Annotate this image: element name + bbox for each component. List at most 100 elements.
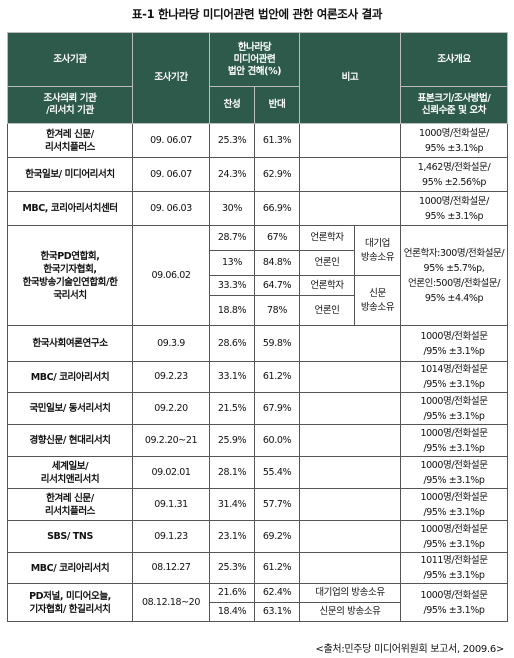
table-row: MBC/ 코리아리서치 08.12.27 25.3% 61.2% 1011명/전화설문 /… [7, 552, 508, 584]
summary-cell-line: /95% ±3.1%p [423, 506, 485, 518]
category-cell-line: 대기업 [364, 237, 391, 249]
summary-cell-line: 1000명/전화설문 [420, 589, 488, 601]
org-cell-line: MBC/ 코리아리서치 [30, 562, 110, 574]
note-cell [299, 456, 401, 489]
agree-cell: 33.3% [209, 275, 255, 296]
note-cell: 언론인 [299, 295, 355, 326]
summary-cell-line: /95% ±3.1%p [423, 345, 485, 357]
table-row: 한겨레 신문/리서치플러스 09.1.31 31.4% 57.7% 1000명/전화설문… [7, 488, 508, 521]
note-cell [299, 488, 401, 521]
summary-cell: 1014명/전화설문/95% ±3.1%p [400, 361, 508, 393]
header-row-2: 조사의뢰 기관 /리서치 기관 찬성 반대 표본크기/조사방법/ 신뢰수준 및 … [7, 86, 508, 124]
org-cell: 한국일보/ 미디어리서치 [7, 157, 133, 192]
agree-cell: 28.1% [209, 456, 255, 489]
agree-cell: 13% [209, 250, 255, 276]
table-row: 33.3% 64.7% 언론학자 신문 방송소유 [8, 275, 508, 326]
header-summary: 조사개요 [400, 32, 508, 87]
org-cell-line: 한국방송기술인연합회/한 [22, 276, 118, 288]
table-row: PD저널, 미디어오늘, 기자협회/ 한길리서치 08.12.18~20 21.6% 6… [7, 583, 508, 622]
org-cell-line: 세계일보/ [51, 460, 89, 472]
oppose-cell: 63.1% [254, 602, 300, 622]
summary-cell-line: 1000명/전화설문 [420, 427, 488, 439]
header-note: 비고 [299, 32, 401, 124]
survey-table: 조사기관 조사기간 한나라당 미디어관련 법안 견해(%) 비고 조사개요 조사… [7, 32, 508, 622]
table-row: MBC, 코리아리서치센터 09. 06.03 30% 66.9% 1000명/전화설문… [7, 191, 508, 226]
org-cell-line: 한국사회여론연구소 [32, 338, 108, 349]
oppose-cell: 60.0% [254, 424, 300, 457]
note-cell [299, 424, 401, 457]
table-row: 한국PD연합회, 한국기자협회, 한국방송기술인연합회/한 국리서치 09.06.02 2… [7, 225, 508, 326]
org-cell: 한국사회여론연구소 [7, 325, 133, 362]
header-agree: 찬성 [209, 86, 255, 124]
summary-cell: 1000명/전화설문/95% ±3.1%p [400, 191, 508, 226]
header-opinion-line2: 미디어관련 [233, 53, 276, 65]
org-cell-line: 국민일보/ 동서리서치 [29, 403, 111, 414]
note-cell [299, 191, 401, 226]
org-cell-line: 리서치플러스 [44, 141, 96, 153]
agree-cell: 21.5% [209, 392, 255, 425]
summary-cell: 1000명/전화설문/95% ±3.1%p [400, 424, 508, 457]
period-cell: 09.1.23 [132, 520, 210, 553]
summary-cell-line: 1000명/전화설문 [420, 491, 488, 503]
oppose-cell: 66.9% [254, 191, 300, 226]
agree-cell: 18.8% [209, 295, 255, 326]
period-cell: 09.02.01 [132, 456, 210, 489]
table-row: 18.4% 63.1% 신문의 방송소유 [8, 602, 508, 622]
oppose-cell: 62.9% [254, 157, 300, 192]
agree-cell: 31.4% [209, 488, 255, 521]
table-row: 한국일보/ 미디어리서치 09. 06.07 24.3% 62.9% 1,462명/전화… [7, 157, 508, 192]
note-cell: 언론학자 [299, 225, 355, 251]
table-row: 경향신문/ 현대리서치 09.2.20~21 25.9% 60.0% 1000명/전화설… [7, 424, 508, 457]
summary-cell-line: 1000명/전화설문 [420, 523, 488, 535]
period-cell: 09. 06.07 [132, 157, 210, 192]
header-period: 조사기간 [132, 32, 210, 124]
oppose-cell: 69.2% [254, 520, 300, 553]
summary-cell-line: 1000명/전화설문 [420, 459, 488, 471]
oppose-cell: 62.4% [254, 583, 300, 603]
summary-cell: 1011명/전화설문/95% ±3.1%p [400, 552, 508, 584]
summary-cell: 1000명/전화설문/95% ±3.1%p [400, 123, 508, 158]
org-cell-line: 경향신문/ 현대리서치 [29, 435, 111, 446]
category-cell-line: 방송소유 [360, 301, 395, 313]
summary-cell-line: 1011명/전화설문 [420, 555, 488, 566]
note-cell [299, 552, 401, 584]
org-cell: 한겨레 신문/리서치플러스 [7, 488, 133, 521]
period-cell: 09. 06.03 [132, 191, 210, 226]
summary-cell: 1000명/전화설문/95% ±3.1%p [400, 325, 508, 362]
org-cell: MBC/ 코리아리서치 [7, 361, 133, 393]
header-summary-sub-line2: 신뢰수준 및 오차 [421, 105, 487, 116]
agree-cell: 18.4% [209, 602, 255, 622]
org-cell-line: 리서치플러스 [44, 505, 96, 517]
source-note: <출처:민주당 미디어위원회 보고서, 2009.6> [315, 644, 504, 655]
table-row: 18.8% 78% 언론인 [8, 295, 508, 326]
agree-cell: 25.9% [209, 424, 255, 457]
summary-cell-line: /95% ±3.1%p [423, 442, 485, 454]
period-cell: 09.2.20 [132, 392, 210, 425]
org-cell-line: 한국일보/ 미디어리서치 [25, 169, 115, 180]
org-cell: 경향신문/ 현대리서치 [7, 424, 133, 457]
summary-cell-line: /95% ±3.1%p [423, 410, 485, 422]
oppose-cell: 61.3% [254, 123, 300, 158]
summary-cell-line: /95% ±3.1%p [423, 474, 485, 486]
table-row: 세계일보/리서치앤리서치 09.02.01 28.1% 55.4% 1000명/전화설문… [7, 456, 508, 489]
org-cell-line: MBC/ 코리아리서치 [30, 371, 110, 383]
agree-cell: 21.6% [209, 583, 255, 603]
header-summary-sub-line1: 표본크기/조사방법/ [417, 93, 491, 104]
summary-cell-line: 1,462명/전화설문/ [417, 161, 491, 173]
org-cell: 한겨레 신문/리서치플러스 [7, 123, 133, 158]
summary-cell-line: 언론인:500명/전화설문/ [407, 277, 501, 289]
period-cell: 09.2.23 [132, 361, 210, 393]
summary-cell: 언론학자:300명/전화설문/95% ±5.7%p, 언론인:500명/전화설문/… [400, 225, 508, 326]
summary-cell-line: 1000명/전화설문/ [419, 127, 489, 139]
category-cell: 대기업 방송소유 [354, 225, 401, 276]
note-cell: 언론인 [299, 250, 355, 276]
org-cell-line: MBC, 코리아리서치센터 [22, 203, 118, 214]
summary-cell: 1000명/전화설문/95% ±3.1%p [400, 392, 508, 425]
note-cell [299, 325, 401, 362]
agree-cell: 30% [209, 191, 255, 226]
table-row: MBC/ 코리아리서치 09.2.23 33.1% 61.2% 1014명/전화설문/9… [7, 361, 508, 393]
org-cell-line: 국리서치 [53, 289, 87, 301]
note-cell [299, 157, 401, 192]
header-oppose: 반대 [254, 86, 300, 124]
org-cell: MBC/ 코리아리서치 [7, 552, 133, 584]
